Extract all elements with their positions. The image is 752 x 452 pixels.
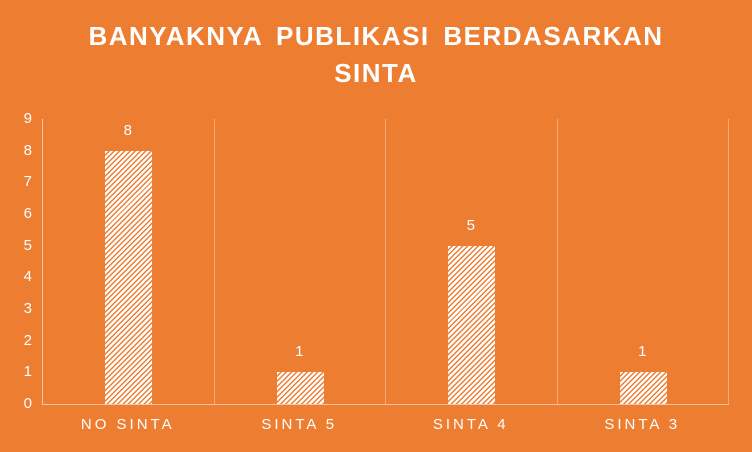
- bar-sinta-4: [448, 245, 496, 404]
- category-separator-gridline: [385, 119, 386, 404]
- category-label: SINTA 3: [604, 416, 681, 433]
- bar-value-label: 1: [638, 343, 647, 361]
- y-axis-tick-label: 3: [23, 300, 32, 317]
- y-axis-tick-label: 4: [23, 268, 32, 286]
- y-axis-tick-label: 8: [23, 141, 32, 159]
- plot-area: [42, 119, 729, 405]
- y-axis-tick-label: 0: [23, 395, 32, 412]
- category-separator-gridline: [556, 119, 558, 404]
- bar-value-label: 5: [466, 216, 475, 234]
- category-label: SINTA 5: [261, 416, 338, 433]
- y-axis-tick-label: 9: [23, 110, 32, 127]
- bar-value-label: 8: [123, 121, 132, 139]
- bar-no-sinta: [105, 150, 153, 404]
- y-axis-tick-label: 1: [23, 363, 32, 381]
- category-separator-gridline: [213, 119, 215, 404]
- y-axis-tick-label: 5: [23, 236, 32, 254]
- category-separator-gridline: [728, 119, 729, 404]
- y-axis-tick-label: 7: [23, 173, 32, 191]
- chart-title: BANYAKNYA PUBLIKASI BERDASARKAN SINTA: [88, 21, 664, 88]
- category-label: SINTA 4: [432, 416, 509, 433]
- bar-sinta-5: [276, 372, 324, 404]
- bar-sinta-3: [619, 372, 667, 404]
- category-label: NO SINTA: [80, 416, 175, 433]
- bar-value-label: 1: [295, 343, 304, 361]
- y-axis-tick-label: 6: [23, 205, 32, 222]
- y-axis-tick-label: 2: [23, 331, 32, 349]
